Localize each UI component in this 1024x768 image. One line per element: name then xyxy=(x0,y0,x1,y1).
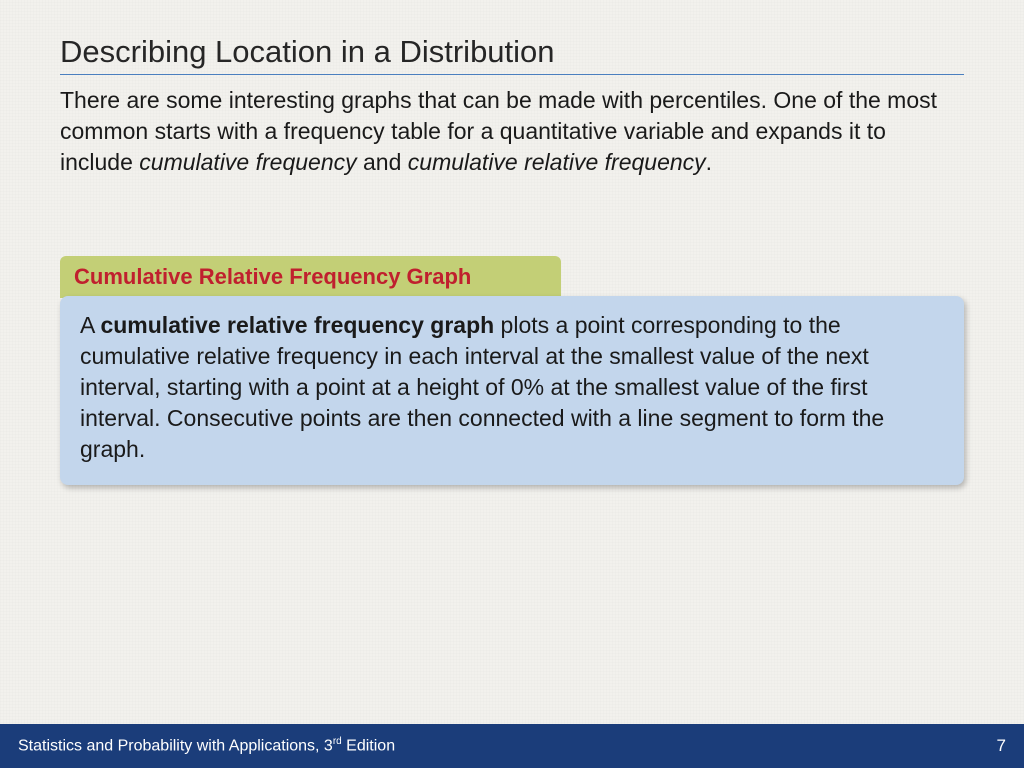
callout-header: Cumulative Relative Frequency Graph xyxy=(60,256,561,298)
callout-body: A cumulative relative frequency graph pl… xyxy=(60,296,964,485)
footer-page-number: 7 xyxy=(997,736,1006,756)
slide-footer: Statistics and Probability with Applicat… xyxy=(0,724,1024,768)
page-title: Describing Location in a Distribution xyxy=(60,34,964,75)
footer-book-title: Statistics and Probability with Applicat… xyxy=(18,736,395,755)
definition-callout: Cumulative Relative Frequency Graph A cu… xyxy=(60,256,964,485)
intro-paragraph: There are some interesting graphs that c… xyxy=(60,85,964,178)
